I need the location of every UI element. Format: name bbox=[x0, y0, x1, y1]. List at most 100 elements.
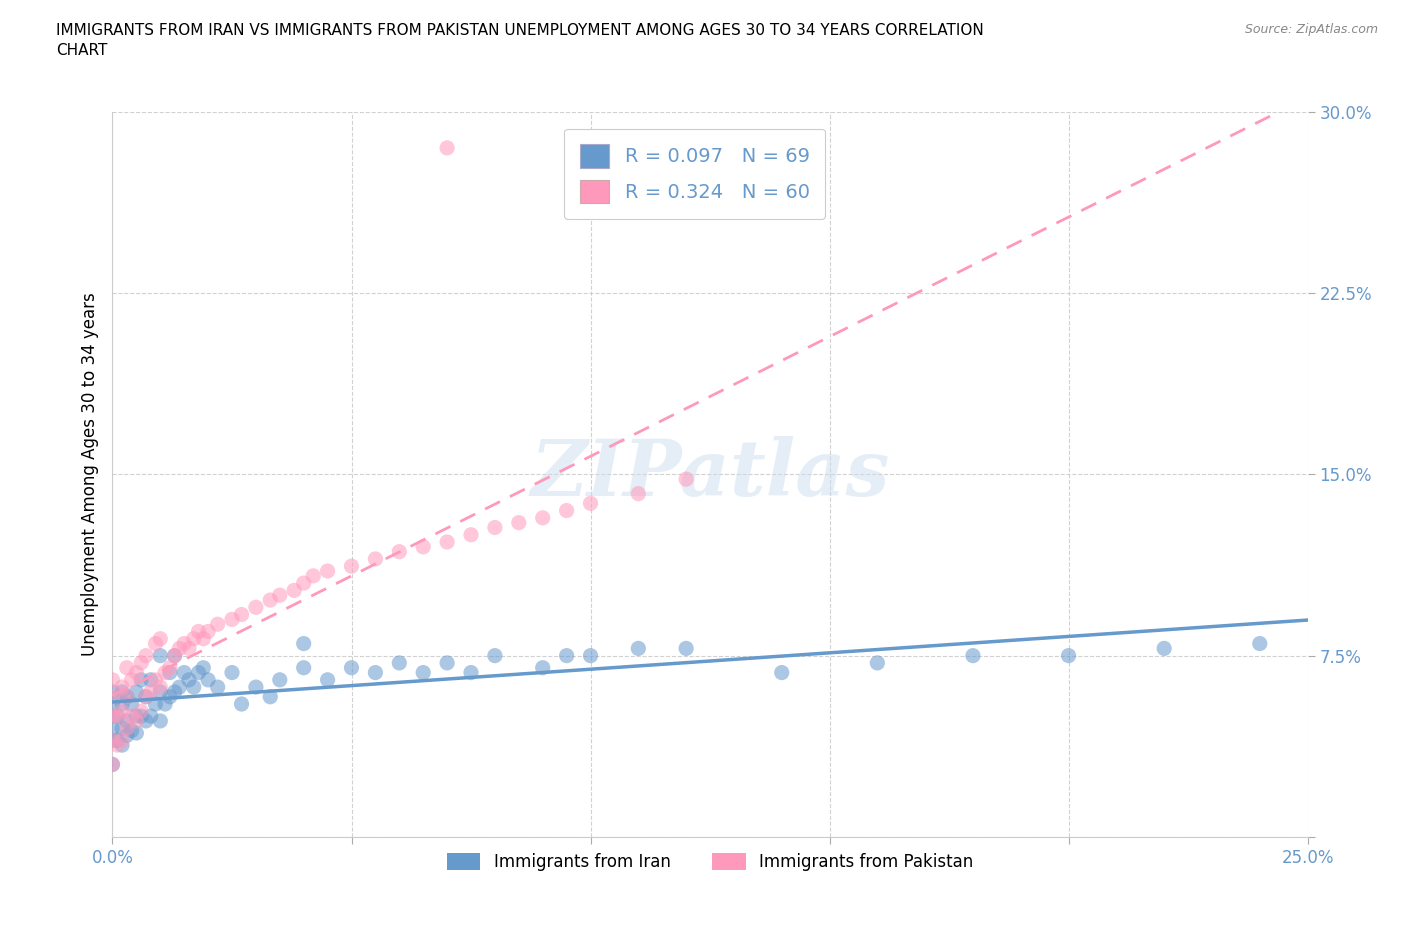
Point bbox=[111, 704, 134, 719]
Point bbox=[675, 472, 697, 486]
Point bbox=[187, 624, 209, 639]
Point bbox=[221, 612, 243, 627]
Point bbox=[555, 648, 578, 663]
Point bbox=[125, 725, 148, 740]
Point bbox=[269, 672, 291, 687]
Point bbox=[197, 672, 219, 687]
Point bbox=[135, 689, 157, 704]
Point bbox=[364, 665, 387, 680]
Point bbox=[316, 672, 339, 687]
Point bbox=[177, 672, 200, 687]
Point bbox=[125, 709, 148, 724]
Point bbox=[121, 709, 143, 724]
Text: IMMIGRANTS FROM IRAN VS IMMIGRANTS FROM PAKISTAN UNEMPLOYMENT AMONG AGES 30 TO 3: IMMIGRANTS FROM IRAN VS IMMIGRANTS FROM … bbox=[56, 23, 984, 58]
Point bbox=[193, 631, 215, 646]
Point bbox=[183, 680, 205, 695]
Point bbox=[531, 511, 554, 525]
Point bbox=[436, 535, 458, 550]
Point bbox=[484, 520, 506, 535]
Point bbox=[153, 665, 176, 680]
Point bbox=[121, 672, 143, 687]
Point bbox=[139, 684, 162, 699]
Point bbox=[115, 721, 138, 736]
Point bbox=[269, 588, 291, 603]
Point bbox=[340, 660, 363, 675]
Point bbox=[105, 737, 128, 752]
Point bbox=[388, 544, 411, 559]
Point bbox=[135, 689, 157, 704]
Point bbox=[105, 733, 128, 748]
Point bbox=[579, 648, 602, 663]
Y-axis label: Unemployment Among Ages 30 to 34 years: Unemployment Among Ages 30 to 34 years bbox=[80, 292, 98, 657]
Point bbox=[101, 733, 124, 748]
Point bbox=[115, 689, 138, 704]
Point bbox=[149, 713, 172, 728]
Point bbox=[125, 713, 148, 728]
Text: Source: ZipAtlas.com: Source: ZipAtlas.com bbox=[1244, 23, 1378, 36]
Point bbox=[101, 733, 124, 748]
Point bbox=[111, 684, 134, 699]
Point bbox=[231, 607, 253, 622]
Point bbox=[1249, 636, 1271, 651]
Point bbox=[436, 656, 458, 671]
Point bbox=[173, 636, 195, 651]
Point bbox=[508, 515, 530, 530]
Point bbox=[169, 680, 191, 695]
Point bbox=[460, 665, 482, 680]
Point bbox=[115, 713, 138, 728]
Point bbox=[221, 665, 243, 680]
Point bbox=[125, 684, 148, 699]
Point bbox=[129, 704, 152, 719]
Point bbox=[115, 689, 138, 704]
Point bbox=[531, 660, 554, 675]
Point bbox=[259, 592, 281, 607]
Point bbox=[101, 709, 124, 724]
Point bbox=[129, 709, 152, 724]
Point bbox=[149, 684, 172, 699]
Point bbox=[627, 641, 650, 656]
Point bbox=[129, 656, 152, 671]
Point bbox=[207, 617, 229, 631]
Point bbox=[135, 713, 157, 728]
Point bbox=[139, 709, 162, 724]
Point bbox=[292, 576, 315, 591]
Point bbox=[245, 600, 267, 615]
Point bbox=[101, 684, 124, 699]
Point bbox=[555, 503, 578, 518]
Point bbox=[111, 733, 134, 748]
Point bbox=[627, 486, 650, 501]
Point bbox=[177, 641, 200, 656]
Point bbox=[159, 660, 181, 675]
Point bbox=[149, 648, 172, 663]
Point bbox=[579, 496, 602, 511]
Point bbox=[460, 527, 482, 542]
Point bbox=[159, 689, 181, 704]
Point bbox=[101, 697, 124, 711]
Point bbox=[183, 631, 205, 646]
Point bbox=[111, 680, 134, 695]
Point bbox=[259, 689, 281, 704]
Point bbox=[207, 680, 229, 695]
Point bbox=[292, 660, 315, 675]
Point bbox=[245, 680, 267, 695]
Point bbox=[412, 665, 434, 680]
Point bbox=[111, 721, 134, 736]
Point bbox=[115, 728, 138, 743]
Point bbox=[316, 564, 339, 578]
Point bbox=[163, 648, 186, 663]
Point bbox=[105, 709, 128, 724]
Point bbox=[145, 697, 167, 711]
Point bbox=[101, 757, 124, 772]
Point bbox=[145, 672, 167, 687]
Point bbox=[197, 624, 219, 639]
Point bbox=[149, 680, 172, 695]
Point bbox=[153, 697, 176, 711]
Point bbox=[866, 656, 889, 671]
Point bbox=[111, 697, 134, 711]
Point bbox=[111, 737, 134, 752]
Point bbox=[484, 648, 506, 663]
Point bbox=[121, 697, 143, 711]
Point bbox=[145, 636, 167, 651]
Point bbox=[135, 648, 157, 663]
Point bbox=[364, 551, 387, 566]
